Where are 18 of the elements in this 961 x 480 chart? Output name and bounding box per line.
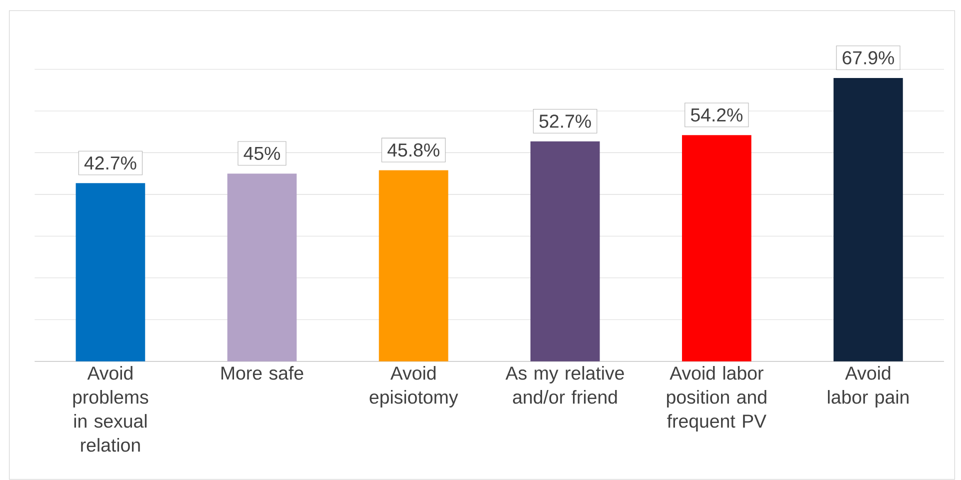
- x-tick-label: As my relative and/or friend: [506, 366, 624, 404]
- x-tick-label: More safe: [222, 366, 304, 380]
- bar: [682, 135, 752, 362]
- data-label: 67.9%: [842, 51, 894, 64]
- bar: [76, 183, 146, 362]
- bar: [378, 170, 448, 362]
- bar: [530, 141, 600, 362]
- data-label: 54.2%: [690, 108, 742, 122]
- x-tick-label: Avoid problems in sexual relation: [73, 366, 148, 452]
- data-label: 45%: [244, 146, 280, 160]
- bar: [834, 78, 903, 362]
- x-tick-label: Avoid episiotomy: [370, 366, 458, 408]
- data-label: 42.7%: [84, 156, 136, 170]
- data-label: 45.8%: [388, 143, 440, 157]
- bar: [227, 174, 297, 362]
- data-label: 52.7%: [539, 114, 591, 128]
- x-tick-label: Avoid labor pain: [828, 366, 908, 408]
- x-tick-label: Avoid labor position and frequent PV: [667, 366, 766, 432]
